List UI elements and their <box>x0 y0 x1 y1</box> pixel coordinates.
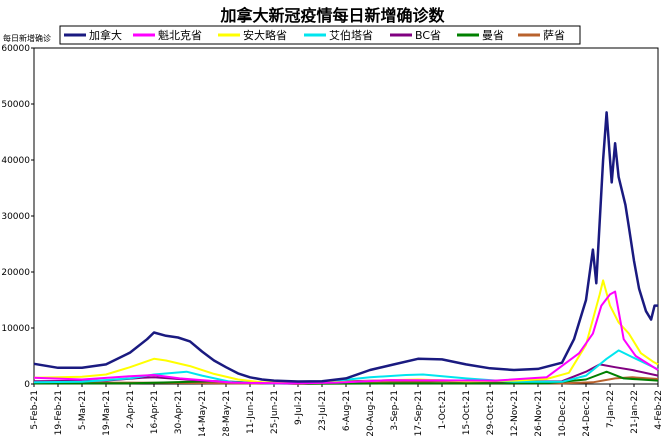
y-axis-title: 每日新增确诊 <box>3 34 51 43</box>
x-tick-label: 10-Dec-21 <box>558 390 568 436</box>
y-tick-label: 30000 <box>1 212 30 222</box>
legend: 加拿大 魁北克省 安大略省 艾伯塔省 BC省 曼省 萨省 <box>59 25 581 45</box>
x-tick-label: 5-Feb-21 <box>30 390 40 430</box>
series-lines <box>33 111 659 385</box>
x-tick-label: 6-Aug-21 <box>342 390 352 431</box>
x-tick-label: 26-Nov-21 <box>534 390 544 436</box>
plot-area <box>33 47 659 385</box>
series-line <box>33 111 658 383</box>
x-tick-label: 24-Dec-21 <box>582 390 592 436</box>
x-tick-label: 28-May-21 <box>222 390 232 436</box>
x-tick-label: 2-Apr-21 <box>126 390 136 428</box>
x-tick-label: 9-Jul-21 <box>294 390 304 425</box>
y-tick-label: 60000 <box>1 44 30 54</box>
legend-label: 加拿大 <box>89 28 122 42</box>
x-tick-label: 15-Oct-21 <box>462 390 472 435</box>
x-tick-label: 19-Mar-21 <box>102 390 112 436</box>
x-tick-label: 4-Feb-22 <box>654 390 664 430</box>
x-tick-label: 30-Apr-21 <box>174 390 184 434</box>
x-tick-label: 21-Jan-22 <box>630 390 640 434</box>
x-tick-label: 29-Oct-21 <box>486 390 496 435</box>
x-tick-label: 3-Sep-21 <box>390 390 400 431</box>
x-axis: 5-Feb-21 19-Feb-21 5-Mar-21 19-Mar-21 2-Apr-… <box>30 384 664 436</box>
x-tick-label: 11-Jun-21 <box>246 390 256 434</box>
x-tick-label: 7-Jan-22 <box>606 390 616 428</box>
series-line <box>33 349 659 385</box>
x-tick-label: 25-Jun-21 <box>270 390 280 434</box>
x-tick-label: 20-Aug-21 <box>366 390 376 436</box>
x-tick-label: 17-Sep-21 <box>414 390 424 436</box>
x-tick-label: 5-Mar-21 <box>78 390 88 430</box>
x-tick-label: 1-Oct-21 <box>438 390 448 430</box>
x-tick-label: 16-Apr-21 <box>150 390 160 434</box>
y-axis: 0 10000 20000 30000 40000 50000 60000 <box>1 44 34 390</box>
legend-label: 安大略省 <box>243 28 287 42</box>
x-tick-label: 12-Nov-21 <box>510 390 520 436</box>
chart-title: 加拿大新冠疫情每日新增确诊数 <box>220 6 445 25</box>
legend-label: 曼省 <box>482 29 504 42</box>
y-tick-label: 40000 <box>1 156 30 166</box>
y-tick-label: 50000 <box>1 100 30 110</box>
y-tick-label: 0 <box>24 380 30 390</box>
legend-label: 萨省 <box>543 29 565 42</box>
y-tick-label: 20000 <box>1 268 30 278</box>
x-tick-label: 23-Jul-21 <box>318 390 328 431</box>
x-tick-label: 19-Feb-21 <box>54 390 64 435</box>
x-tick-label: 14-May-21 <box>198 390 208 436</box>
y-tick-label: 10000 <box>1 324 30 334</box>
series-line <box>33 290 659 385</box>
legend-label: BC省 <box>415 29 441 42</box>
plot-border <box>33 47 659 385</box>
legend-label: 艾伯塔省 <box>329 28 373 42</box>
legend-label: 魁北克省 <box>158 28 202 42</box>
